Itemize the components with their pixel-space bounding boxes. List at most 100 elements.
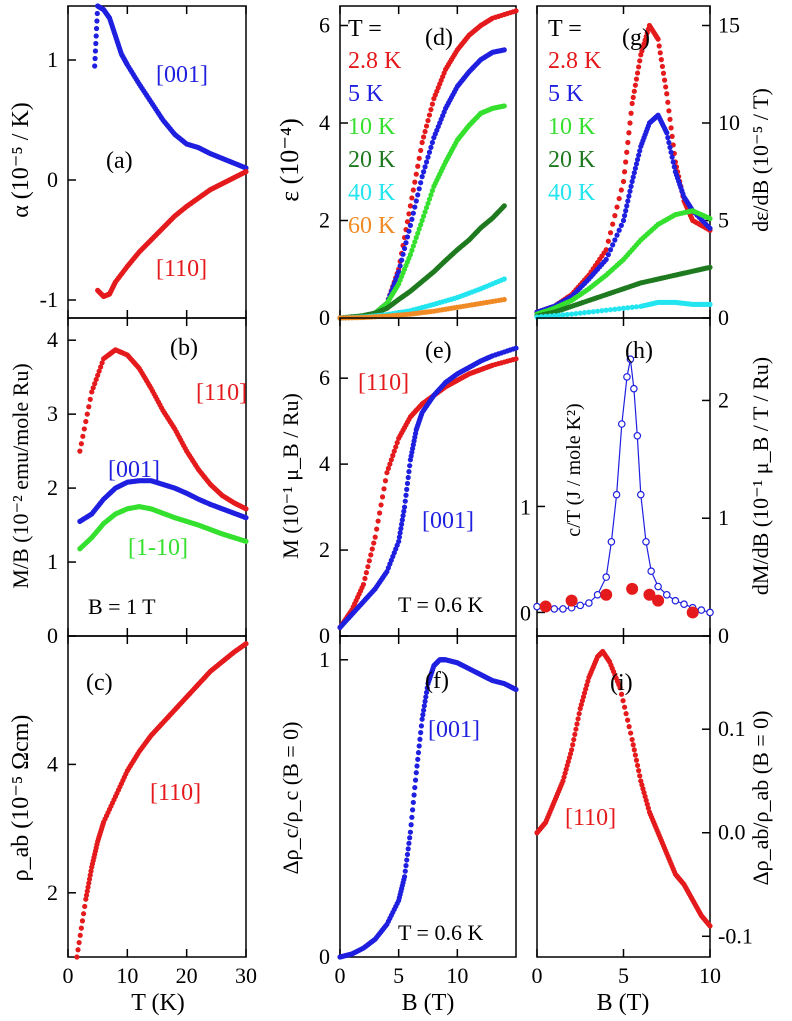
data-point (636, 64, 642, 70)
data-point (707, 301, 713, 307)
data-point (406, 228, 412, 234)
data-point (372, 534, 378, 540)
series-f-0 (337, 657, 519, 960)
y-tick-label: 6 (319, 13, 330, 38)
y-tick-label: 4 (319, 110, 330, 135)
data-point (631, 88, 637, 94)
data-point (570, 742, 576, 748)
data-point (382, 478, 389, 484)
data-point (633, 757, 640, 763)
data-point (409, 195, 415, 201)
data-point (667, 116, 673, 122)
data-point (422, 209, 428, 215)
y-tick-label: 2 (718, 387, 729, 412)
data-point (368, 552, 374, 558)
data-point (668, 125, 674, 131)
data-point (564, 311, 570, 318)
panel-label: (i) (610, 670, 633, 696)
data-point (634, 70, 641, 76)
data-point (612, 306, 618, 312)
y-tick-label: 1 (47, 47, 58, 72)
data-point (425, 200, 431, 207)
data-point (620, 217, 627, 224)
y-tick-label: 1 (319, 647, 330, 672)
data-point (658, 57, 664, 63)
data-point (415, 192, 421, 198)
data-point (590, 309, 596, 315)
data-point (654, 582, 662, 591)
series-label: [1-10] (128, 535, 188, 561)
data-point (404, 234, 411, 240)
data-point (513, 8, 519, 14)
series-e-0 (337, 356, 519, 631)
data-point (375, 518, 381, 524)
data-point (686, 606, 699, 619)
legend-title: T = (548, 16, 582, 42)
data-point (415, 750, 422, 756)
data-point (408, 822, 414, 828)
data-point (397, 530, 403, 536)
data-point (429, 139, 435, 146)
data-point (626, 355, 635, 364)
legend-entry: 2.8 K (548, 48, 602, 74)
data-point (556, 312, 562, 318)
panel-label: (g) (622, 25, 650, 51)
data-point (501, 296, 507, 303)
data-point (396, 538, 402, 545)
data-point (426, 112, 433, 118)
data-point (360, 581, 367, 588)
series-b-2 (77, 503, 249, 552)
data-point (78, 441, 84, 447)
y-tick-label: 1 (47, 549, 58, 574)
data-point (666, 108, 672, 114)
data-point (612, 213, 618, 219)
data-point (421, 213, 427, 219)
data-point (560, 312, 566, 318)
data-point (600, 588, 613, 601)
data-point (623, 208, 629, 214)
data-point (571, 736, 577, 743)
y-tick-label: 2 (47, 880, 58, 905)
data-point (243, 506, 249, 512)
annotation: T = 0.6 K (398, 592, 483, 617)
y-tick-label: 4 (319, 451, 330, 476)
data-point (93, 376, 99, 383)
data-point (626, 724, 632, 730)
data-point (616, 227, 622, 233)
data-point (664, 91, 670, 97)
annotation: B = 1 T (88, 594, 156, 619)
data-point (413, 770, 419, 776)
panel-label: (e) (425, 338, 452, 364)
data-point (666, 139, 672, 146)
x-tick-label: 10 (446, 963, 468, 988)
data-point (620, 698, 626, 704)
data-point (605, 252, 611, 258)
data-point (390, 452, 396, 459)
data-point (94, 10, 100, 17)
y-tick-label: 0 (47, 167, 58, 192)
data-point (501, 276, 507, 282)
data-point (403, 863, 409, 869)
data-point (92, 55, 98, 62)
data-point (633, 161, 640, 167)
y-tick-label: -0.1 (718, 923, 753, 948)
y-tick-label: 0.1 (718, 716, 746, 741)
data-point (617, 420, 626, 428)
data-point (607, 537, 616, 546)
x-axis-title: T (K) (131, 990, 185, 1016)
data-point (406, 211, 412, 217)
data-point (573, 726, 579, 732)
data-point (581, 310, 588, 316)
y-tick-label: 0.0 (718, 820, 746, 845)
data-point (618, 222, 624, 228)
data-point (422, 128, 428, 135)
data-point (421, 169, 427, 175)
data-point (401, 874, 408, 880)
series-label: [110] (156, 256, 207, 282)
series-b-1 (77, 478, 249, 524)
data-point (629, 100, 635, 107)
data-point (707, 264, 713, 270)
data-point (406, 840, 412, 846)
data-point (77, 448, 83, 454)
x-tick-label: 0 (335, 963, 346, 988)
